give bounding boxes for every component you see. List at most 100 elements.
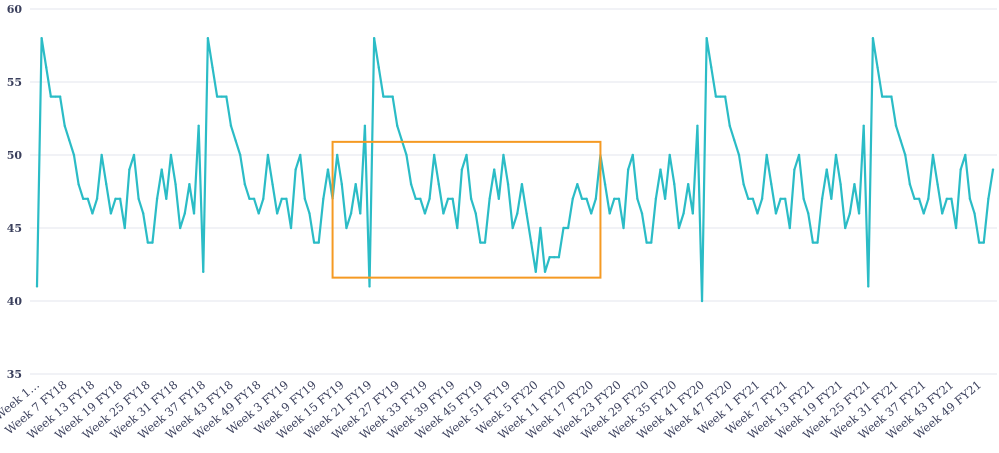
data-point <box>280 197 283 200</box>
data-point <box>312 241 316 244</box>
data-point <box>169 153 173 157</box>
data-point <box>502 153 505 157</box>
data-point <box>853 183 856 186</box>
data-point <box>382 95 385 98</box>
data-point <box>456 226 459 230</box>
data-point <box>617 197 621 200</box>
data-point <box>705 37 708 40</box>
data-point <box>543 270 547 273</box>
data-point <box>553 256 556 259</box>
data-point <box>202 270 205 273</box>
data-point <box>322 197 325 200</box>
data-point <box>335 153 339 157</box>
data-point <box>197 124 200 128</box>
data-point <box>188 183 191 186</box>
data-point <box>81 197 85 200</box>
data-point <box>603 183 607 186</box>
data-point <box>497 197 501 200</box>
data-point <box>529 241 533 244</box>
data-point <box>571 197 574 200</box>
data-point <box>86 197 90 200</box>
data-point <box>848 212 852 215</box>
data-point <box>68 139 71 142</box>
data-point <box>682 212 685 215</box>
data-point <box>460 168 464 171</box>
data-point <box>760 197 764 200</box>
data-point <box>520 183 524 186</box>
data-point <box>954 226 958 230</box>
data-point <box>576 183 579 186</box>
data-point <box>243 183 247 186</box>
data-point <box>807 212 810 215</box>
data-point <box>585 197 588 200</box>
data-point <box>317 241 320 244</box>
data-point <box>100 153 103 157</box>
data-point <box>354 183 357 186</box>
data-point <box>248 197 251 200</box>
y-tick-label-50: 50 <box>7 149 23 162</box>
data-point <box>904 153 907 157</box>
data-point <box>128 168 131 171</box>
data-point <box>340 183 344 186</box>
data-point <box>446 197 450 200</box>
data-point <box>663 197 667 200</box>
data-point <box>885 95 888 98</box>
data-point <box>132 153 136 157</box>
data-point <box>40 37 43 40</box>
data-point <box>77 183 80 186</box>
data-point <box>151 241 154 244</box>
data-point <box>45 66 48 69</box>
data-point <box>839 183 842 186</box>
data-point <box>123 226 126 230</box>
data-point <box>488 197 491 200</box>
y-tick-label-40: 40 <box>7 295 23 308</box>
data-point <box>479 241 482 244</box>
data-point <box>419 197 422 200</box>
data-point <box>890 95 893 98</box>
data-point <box>747 197 750 200</box>
data-point <box>49 95 53 98</box>
data-point <box>215 95 219 98</box>
data-point <box>857 212 861 215</box>
data-point <box>192 212 196 215</box>
data-point <box>35 285 39 288</box>
data-point <box>483 241 487 244</box>
data-point <box>733 139 736 142</box>
data-point <box>700 299 704 303</box>
data-point <box>742 183 745 186</box>
data-point <box>372 37 376 40</box>
data-point <box>285 197 288 200</box>
data-point <box>941 212 944 215</box>
data-point <box>673 183 676 186</box>
data-point <box>54 95 57 98</box>
data-point <box>816 241 819 244</box>
data-point <box>594 197 598 200</box>
data-point <box>409 183 413 186</box>
data-point <box>469 197 473 200</box>
data-point <box>211 66 214 69</box>
data-point <box>908 183 912 186</box>
data-point <box>751 197 755 200</box>
data-point <box>506 183 510 186</box>
data-point <box>737 153 741 157</box>
data-point <box>206 37 210 40</box>
data-point <box>539 226 542 230</box>
data-point <box>899 139 902 142</box>
data-point <box>548 256 551 259</box>
data-point <box>793 168 796 171</box>
data-point <box>511 226 514 230</box>
data-point <box>640 212 644 215</box>
data-point <box>987 197 990 200</box>
data-point <box>580 197 584 200</box>
data-point <box>183 212 186 215</box>
data-point <box>622 226 625 230</box>
data-point <box>964 153 967 157</box>
data-point <box>262 197 265 200</box>
data-point <box>349 212 353 215</box>
data-point <box>266 153 270 157</box>
data-point <box>345 226 348 230</box>
data-point <box>723 95 727 98</box>
data-point <box>234 139 237 142</box>
data-point <box>363 124 367 128</box>
y-tick-label-60: 60 <box>7 3 23 16</box>
